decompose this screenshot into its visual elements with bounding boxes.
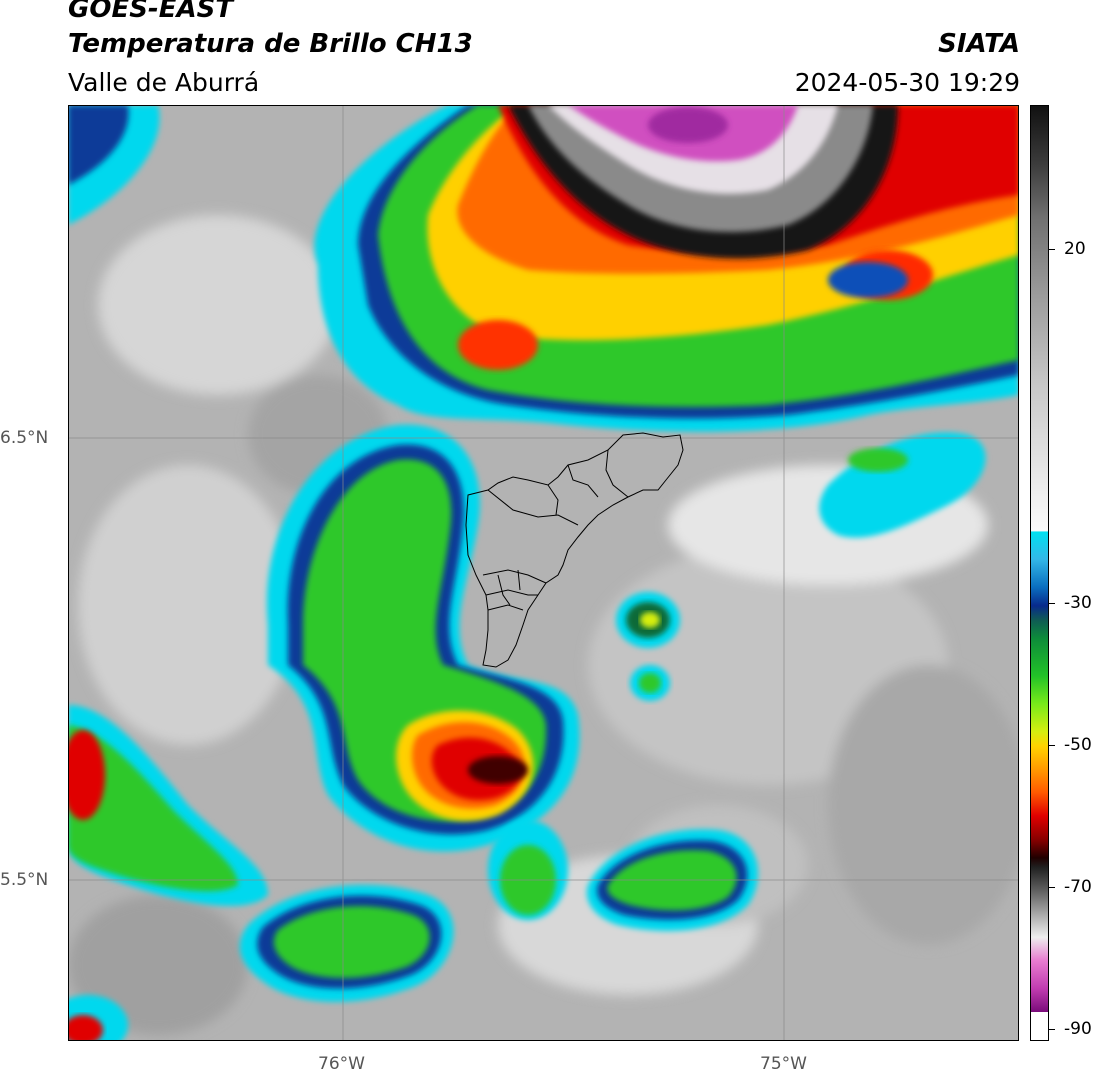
- graticule: [68, 105, 1019, 1041]
- brightness-temperature-map[interactable]: [68, 105, 1019, 1041]
- lon-label-76w: 76°W: [318, 1054, 365, 1074]
- colorbar-tick-20: [1049, 249, 1055, 250]
- agency-name: SIATA: [938, 29, 1020, 59]
- colorbar-label-minus70: -70: [1064, 877, 1092, 897]
- colorbar-tick-minus50: [1049, 745, 1055, 746]
- municipal-boundaries: [465, 432, 684, 668]
- colorbar-label-minus90: -90: [1064, 1019, 1092, 1039]
- colorbar-label-20: 20: [1064, 239, 1086, 259]
- colorbar-label-minus30: -30: [1064, 593, 1092, 613]
- central-convective-system: [266, 424, 580, 852]
- temperature-colorbar: [1030, 105, 1049, 1041]
- colorbar-tick-minus90: [1049, 1029, 1055, 1030]
- satellite-title: GOES-EAST: [68, 0, 234, 24]
- colorbar-tick-minus70: [1049, 887, 1055, 888]
- map-imagery: [68, 105, 1019, 1041]
- region-name: Valle de Aburrá: [68, 68, 260, 97]
- lat-label-6-5: 6.5°N: [0, 428, 49, 448]
- lon-label-75w: 75°W: [760, 1054, 807, 1074]
- timestamp: 2024-05-30 19:29: [794, 68, 1020, 97]
- colorbar-label-minus50: -50: [1064, 735, 1092, 755]
- colorbar-tick-minus30: [1049, 603, 1055, 604]
- lat-label-5-5: 5.5°N: [0, 870, 49, 890]
- product-title: Temperatura de Brillo CH13: [68, 29, 473, 59]
- northern-convective-system: [314, 105, 1019, 432]
